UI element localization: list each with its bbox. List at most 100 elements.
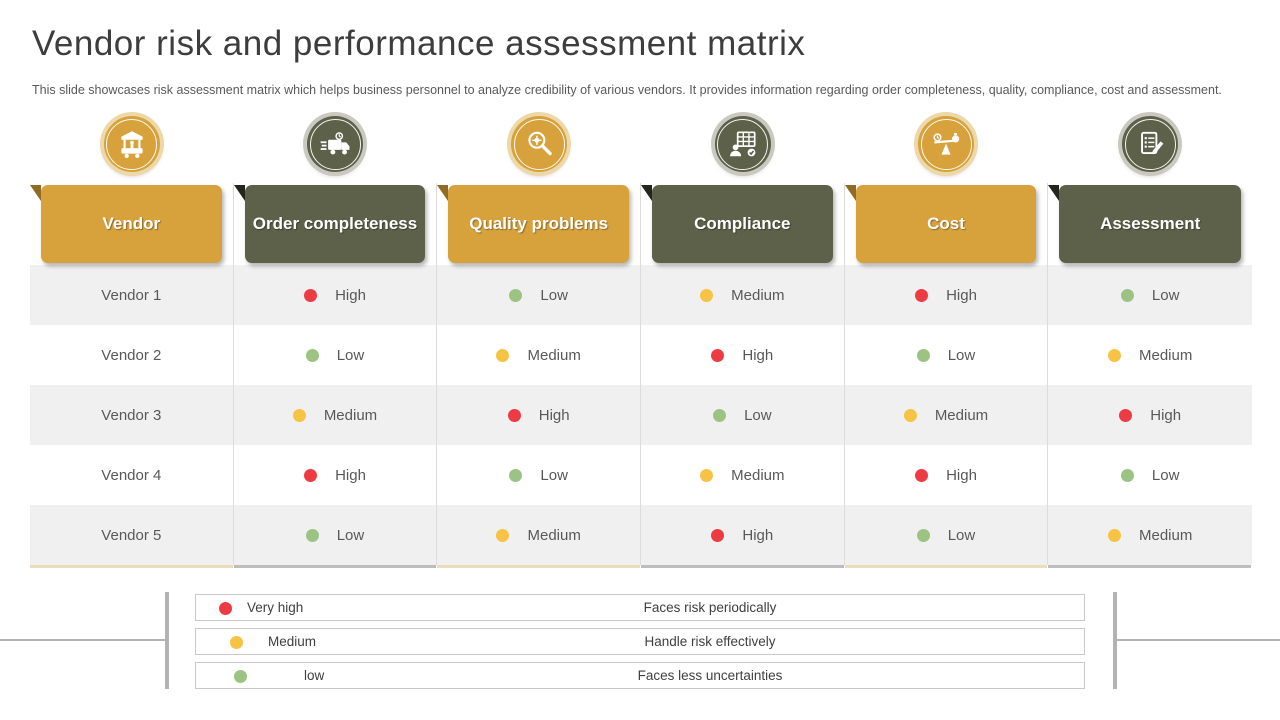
risk-cell: Low [437,265,641,325]
risk-level-label: Low [336,526,365,544]
legend-bracket-right [1113,592,1117,689]
risk-level-label: High [946,286,977,304]
risk-cell: Low [234,505,438,565]
icons-row [30,105,1252,183]
risk-level-label: High [538,406,570,424]
vendor-stall-icon [103,116,160,172]
risk-cell: Medium [641,265,845,325]
risk-cell: Medium [641,445,845,505]
yellow-status-dot-icon [496,528,510,542]
column-header-cost: Cost [844,185,1037,263]
column-header-label: Compliance [694,213,791,233]
risk-cell: High [1048,385,1252,445]
risk-cell: Low [845,325,1049,385]
yellow-status-dot-icon [1107,348,1121,362]
balance-scale-icon [918,116,975,172]
risk-cell: Low [1048,445,1252,505]
green-status-dot-icon [305,528,319,542]
risk-cell: Low [1048,265,1252,325]
risk-level-label: Low [540,466,568,484]
risk-level-label: Medium [527,346,581,364]
vendor-name-cell: Vendor 4 [30,445,234,505]
risk-cell: Medium [1048,505,1252,565]
yellow-status-dot-icon [700,468,714,482]
assessment-note-icon [1122,116,1179,172]
table-row: Vendor 2 Low Medium High Low Medium [30,325,1252,385]
risk-level-label: Low [744,406,772,424]
legend-row: Very high Faces risk periodically [195,594,1085,621]
header-cell-cost: Cost [844,183,1049,265]
risk-level-label: Low [947,346,976,364]
column-header-label: Order completeness [252,213,418,233]
icon-cell-order-completeness [234,105,438,183]
column-underline [233,565,438,568]
assessment-matrix: Vendor Order completeness Quality problems… [30,105,1252,568]
green-status-dot-icon [509,288,523,302]
risk-level-label: Medium [934,406,989,424]
column-header-order-completeness: Order completeness [233,185,426,263]
risk-cell: High [437,385,641,445]
risk-cell: High [845,445,1049,505]
red-status-dot-icon [915,468,929,482]
column-header-assessment: Assessment [1048,185,1241,263]
yellow-status-dot-icon [700,288,714,302]
table-body: Vendor 1 High Low Medium High Low Vendor 2 Low M… [30,265,1252,565]
legend-bracket-left [165,592,169,689]
risk-cell: Low [437,445,641,505]
icon-cell-cost [845,105,1049,183]
compliance-checklist-icon [714,116,771,172]
column-header-label: Assessment [1100,213,1201,233]
risk-level-label: Medium [1138,346,1193,364]
green-status-dot-icon [916,348,930,362]
header-cell-assessment: Assessment [1048,183,1252,265]
risk-cell: High [234,445,438,505]
risk-level-label: Low [1151,466,1180,484]
legend-label: Very high [247,600,304,615]
yellow-status-dot-icon [496,348,510,362]
green-status-dot-icon [509,468,523,482]
risk-level-label: Low [947,526,976,544]
icon-cell-compliance [641,105,845,183]
risk-level-label: High [946,466,977,484]
legend-label: low [304,668,325,683]
page-title: Vendor risk and performance assessment m… [32,24,806,63]
yellow-status-dot-icon [292,408,306,422]
column-underline [641,565,845,568]
risk-cell: High [641,505,845,565]
green-status-dot-icon [916,528,930,542]
legend-row: Medium Handle risk effectively [195,628,1085,655]
legend-description: Handle risk effectively [644,634,776,649]
legend-connector-right [1117,639,1280,641]
table-row: Vendor 1 High Low Medium High Low [30,265,1252,325]
risk-level-label: Medium [527,526,581,544]
risk-cell: Low [234,325,438,385]
yellow-status-dot-icon [1107,528,1121,542]
column-header-compliance: Compliance [641,185,833,263]
risk-cell: High [641,325,845,385]
risk-level-label: Low [1151,286,1180,304]
risk-cell: Medium [437,505,641,565]
legend-label: Medium [268,634,317,649]
table-row: Vendor 3 Medium High Low Medium High [30,385,1252,445]
vendor-name-cell: Vendor 3 [30,385,234,445]
legend-description: Faces less uncertainties [637,668,783,683]
risk-level-label: Medium [323,406,378,424]
green-status-dot-icon [713,408,727,422]
risk-level-label: High [742,346,774,364]
yellow-legend-dot-icon [230,636,243,649]
risk-level-label: Low [540,286,568,304]
red-legend-dot-icon [219,602,232,615]
risk-cell: High [234,265,438,325]
column-header-row: Vendor Order completeness Quality problems… [30,183,1252,265]
legend-row: low Faces less uncertainties [195,662,1085,689]
delivery-truck-icon [307,116,364,172]
icon-cell-quality-problems [437,105,641,183]
risk-cell: Medium [437,325,641,385]
column-underline [30,565,234,568]
header-cell-order-completeness: Order completeness [233,183,438,265]
risk-level-label: Medium [731,466,785,484]
table-row: Vendor 5 Low Medium High Low Medium [30,505,1252,565]
risk-cell: Low [845,505,1049,565]
legend-description: Faces risk periodically [643,600,777,615]
